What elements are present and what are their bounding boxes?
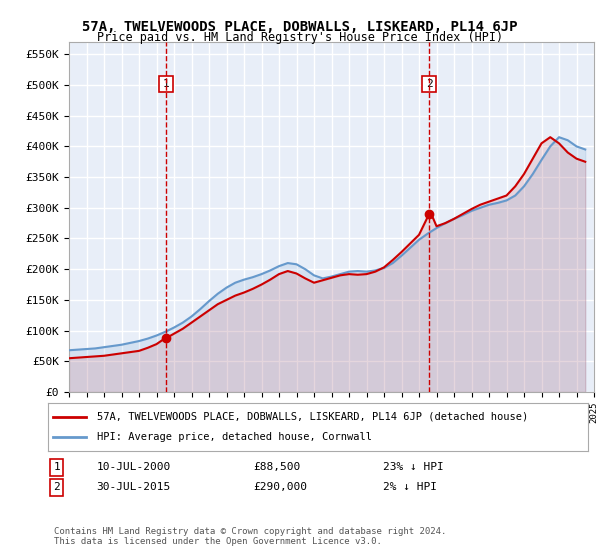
- Text: Price paid vs. HM Land Registry's House Price Index (HPI): Price paid vs. HM Land Registry's House …: [97, 31, 503, 44]
- Text: 30-JUL-2015: 30-JUL-2015: [97, 482, 171, 492]
- Text: 2% ↓ HPI: 2% ↓ HPI: [383, 482, 437, 492]
- Text: 2: 2: [426, 79, 433, 89]
- Text: HPI: Average price, detached house, Cornwall: HPI: Average price, detached house, Corn…: [97, 432, 371, 442]
- Text: 1: 1: [53, 463, 60, 472]
- Text: Contains HM Land Registry data © Crown copyright and database right 2024.
This d: Contains HM Land Registry data © Crown c…: [54, 526, 446, 546]
- Text: 2: 2: [53, 482, 60, 492]
- Text: 10-JUL-2000: 10-JUL-2000: [97, 463, 171, 472]
- Text: 23% ↓ HPI: 23% ↓ HPI: [383, 463, 443, 472]
- Text: 57A, TWELVEWOODS PLACE, DOBWALLS, LISKEARD, PL14 6JP (detached house): 57A, TWELVEWOODS PLACE, DOBWALLS, LISKEA…: [97, 412, 528, 422]
- Text: 57A, TWELVEWOODS PLACE, DOBWALLS, LISKEARD, PL14 6JP: 57A, TWELVEWOODS PLACE, DOBWALLS, LISKEA…: [82, 20, 518, 34]
- Text: £290,000: £290,000: [253, 482, 307, 492]
- Text: £88,500: £88,500: [253, 463, 301, 472]
- Text: 1: 1: [163, 79, 169, 89]
